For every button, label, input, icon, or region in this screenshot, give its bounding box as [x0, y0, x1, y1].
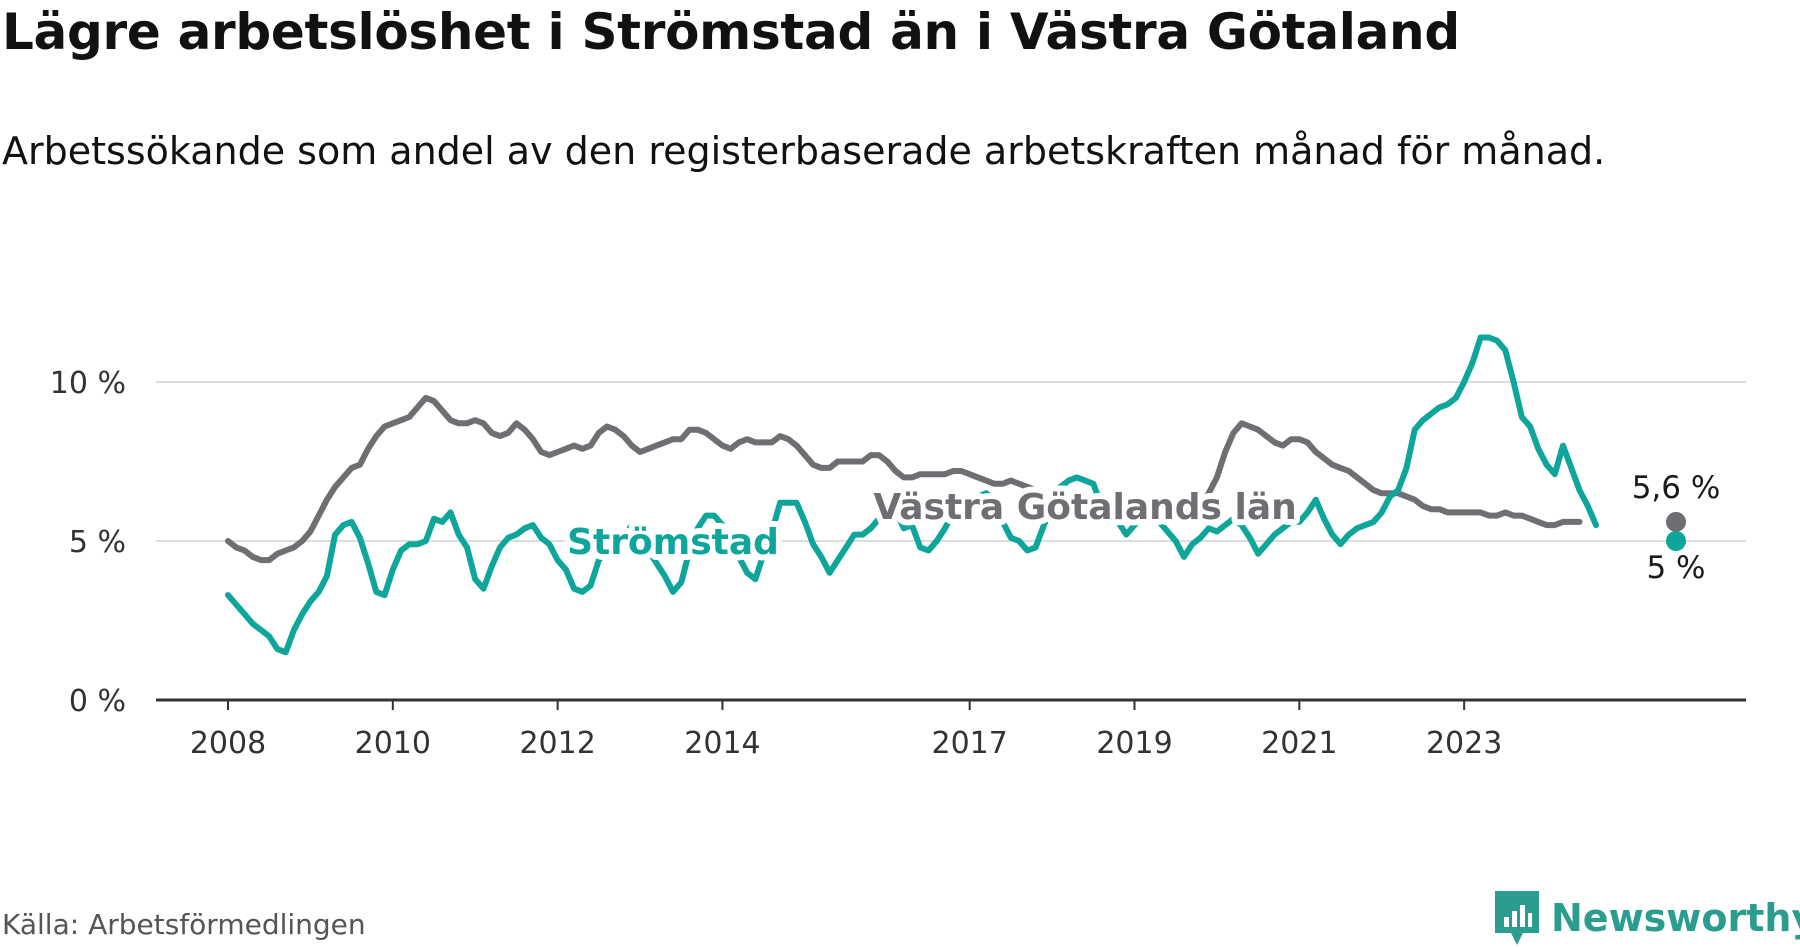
- end-label-vgl: 5,6 %: [1632, 470, 1721, 506]
- gridlines: [156, 381, 1746, 702]
- series-lines: [225, 334, 1599, 656]
- source-note: Källa: Arbetsförmedlingen: [2, 908, 366, 941]
- x-tick-label: 2014: [684, 726, 760, 761]
- x-tick-label: 2012: [519, 726, 595, 761]
- series-line-stromstad: [225, 334, 1599, 656]
- x-tick-label: 2008: [190, 726, 266, 761]
- end-label-stromstad: 5 %: [1646, 550, 1705, 586]
- chart-subtitle: Arbetssökande som andel av den registerb…: [2, 129, 1606, 173]
- y-tick-label: 0 %: [69, 684, 126, 719]
- x-tick-label: 2017: [932, 726, 1008, 761]
- y-axis-ticks: 0 % 5 % 10 %: [50, 366, 126, 719]
- chart-title: Lägre arbetslöshet i Strömstad än i Väst…: [2, 3, 1460, 61]
- x-axis-ticks: 2008 2010 2012 2014 2017 2019 2021 2023: [190, 700, 1502, 761]
- y-tick-label: 10 %: [50, 366, 126, 401]
- series-label-halo-vgl: Västra Götalands län: [873, 487, 1296, 528]
- series-label-stromstad: Strömstad: [567, 522, 779, 563]
- series-line-vgl: [225, 394, 1583, 564]
- series-label-vgl: Västra Götalands län: [873, 487, 1296, 528]
- end-marker-vgl: [1666, 511, 1686, 532]
- x-tick-label: 2010: [355, 726, 431, 761]
- brand-name: Newsworthy: [1551, 896, 1800, 940]
- x-tick-label: 2021: [1261, 726, 1337, 761]
- y-tick-label: 5 %: [69, 525, 126, 560]
- brand-logo: Newsworthy: [1493, 888, 1800, 948]
- end-marker-stromstad: [1666, 531, 1686, 551]
- newsworthy-logo-icon: [1495, 891, 1539, 945]
- x-tick-label: 2023: [1426, 726, 1502, 761]
- x-tick-label: 2019: [1096, 726, 1172, 761]
- series-label-halo-stromstad: Strömstad: [567, 522, 779, 563]
